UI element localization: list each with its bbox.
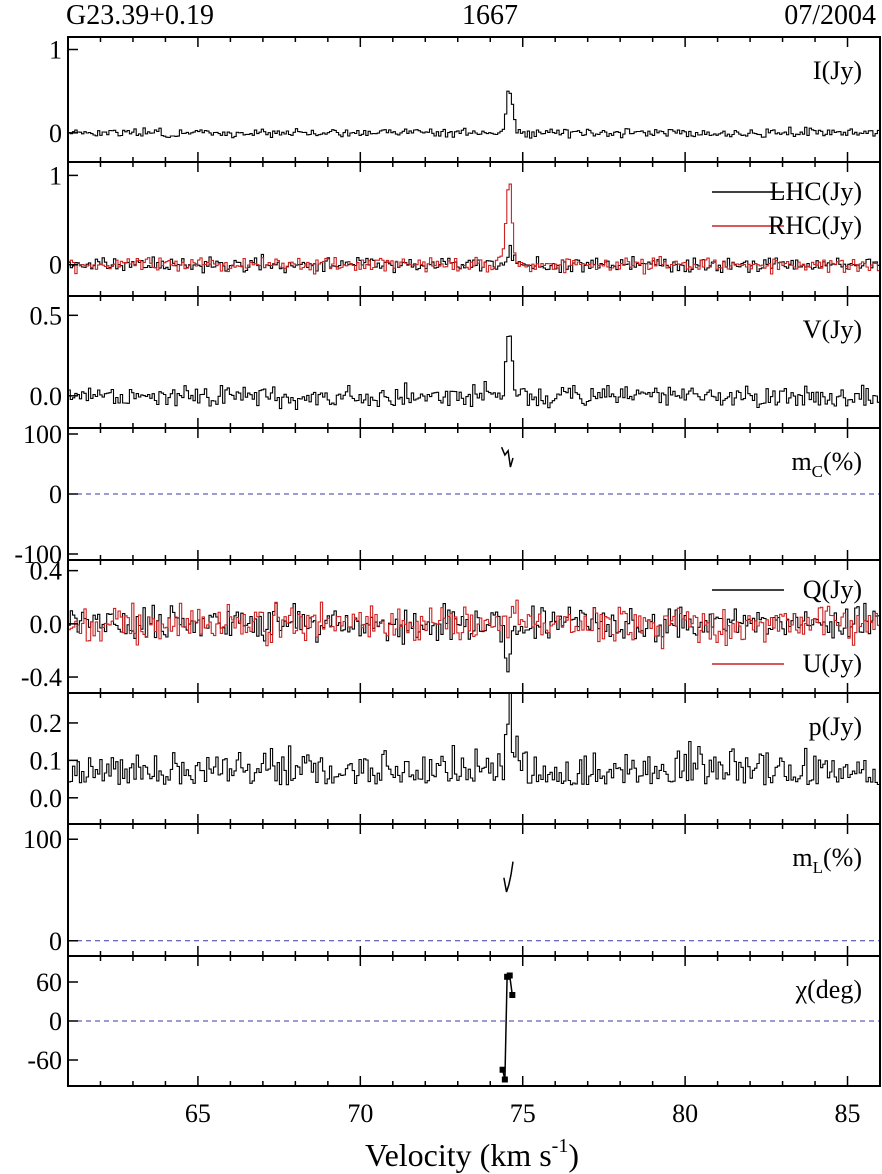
panel-mc: -100 0 100 mC(%) [14,420,881,569]
panel-label-mc: mC(%) [791,447,862,481]
y-tick-label: -60 [27,1046,62,1075]
panel-label-p: p(Jy) [809,712,862,741]
panel-frame [67,36,881,163]
legend-label: LHC(Jy) [770,177,862,206]
x-tick-label: 85 [835,1099,861,1128]
panel-LHC-RHC: 0 1 LHC(Jy) RHC(Jy) [49,161,881,297]
series-p-0 [68,693,880,786]
legend-label: U(Jy) [803,649,862,678]
header-frequency: 1667 [462,0,518,31]
data-point-chi [509,992,516,998]
curve-mc [500,446,514,468]
y-tick-label: 0 [49,251,62,280]
panel-I: 0 1 I(Jy) [49,36,881,163]
x-tick-label: 75 [510,1099,536,1128]
y-tick-label: -100 [14,540,62,569]
y-tick-label: -0.4 [21,663,62,692]
data-point-chi [501,1076,508,1083]
panel-chi: -60 0 60 χ(deg) [27,955,881,1087]
y-tick-label: 0 [49,119,62,148]
y-tick-label: 0 [49,1007,62,1036]
x-axis-label: Velocity (km s-1) [365,1135,579,1173]
y-tick-label: 0.1 [30,746,63,775]
y-tick-label: 100 [23,825,62,854]
y-tick-label: 0.0 [30,784,63,813]
series-LHC-RHC-0 [68,244,880,274]
header-source: G23.39+0.19 [66,0,214,31]
x-tick-label: 65 [185,1099,211,1128]
y-tick-label: 0.0 [30,382,63,411]
y-tick-label: 0.5 [30,301,63,330]
series-QU-0 [68,602,880,673]
x-axis: 65 70 75 80 85 [185,1099,861,1128]
series-V-0 [68,335,880,410]
y-tick-label: 0.4 [30,557,63,586]
panel-frame [67,161,881,297]
y-tick-label: 1 [49,161,62,190]
panel-label-mL: mL(%) [792,843,862,877]
data-point-chi [499,1066,506,1073]
panel-frame [67,295,881,429]
x-tick-label: 70 [347,1099,373,1128]
y-tick-label: 0 [49,927,62,956]
curve-mL [503,861,514,893]
panel-p: 0.0 0.1 0.2 p(Jy) [30,692,881,825]
y-tick-label: 0.0 [30,610,63,639]
y-tick-label: 60 [36,968,62,997]
panel-V: 0.0 0.5 V(Jy) [30,295,881,429]
legend-label: RHC(Jy) [768,211,862,240]
y-tick-label: 0 [49,480,62,509]
y-tick-label: 1 [49,36,62,65]
panel-mL: 0 100 mL(%) [23,823,881,957]
y-tick-label: 0.2 [30,709,63,738]
panels-group: 0 1 I(Jy) 0 1 LHC(Jy) RHC(Jy) 0.0 0.5 V(Jy) -100 0 1… [14,36,881,1087]
panel-label-chi: χ(deg) [795,975,862,1004]
legend-label: Q(Jy) [803,575,862,604]
panel-QU: -0.4 0.0 0.4 Q(Jy) U(Jy) [21,557,881,694]
panel-label-I: I(Jy) [813,56,862,85]
header-date: 07/2004 [784,0,876,31]
panel-frame [67,692,881,825]
series-LHC-RHC-1 [68,183,880,275]
panel-label-V: V(Jy) [803,315,862,344]
x-tick-label: 80 [672,1099,698,1128]
series-QU-1 [68,599,880,650]
y-tick-label: 100 [23,420,62,449]
data-point-chi [506,972,513,979]
curve-chi [501,974,514,1080]
panel-frame [67,823,881,957]
series-I-0 [68,90,880,139]
